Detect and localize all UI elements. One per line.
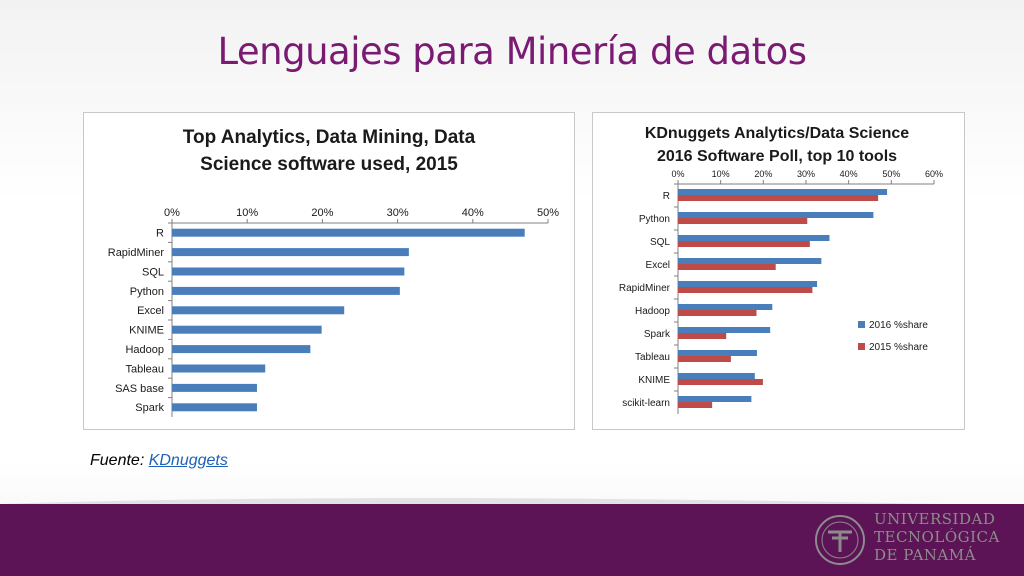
bar	[172, 286, 400, 295]
category-label: Tableau	[125, 363, 164, 375]
category-label: SQL	[650, 237, 670, 248]
bar-series-2	[678, 402, 713, 408]
bar	[172, 345, 311, 354]
x-tick-label: 30%	[797, 169, 815, 179]
source-note: Fuente: KDnuggets	[90, 452, 228, 470]
legend-swatch	[858, 321, 865, 328]
bar-series-1	[678, 396, 752, 402]
x-tick-label: 40%	[840, 169, 858, 179]
bar-series-1	[678, 235, 830, 241]
category-label: scikit-learn	[622, 398, 670, 409]
category-label: R	[156, 228, 164, 240]
chart-panel-2016: KDnuggets Analytics/Data Science 2016 Sof…	[592, 112, 965, 430]
chart-2015: Top Analytics, Data Mining, Data Science …	[108, 127, 559, 417]
x-tick-label: 30%	[387, 207, 409, 219]
bar-series-2	[678, 195, 879, 201]
category-label: Hadoop	[635, 306, 670, 317]
bar-series-1	[678, 350, 757, 356]
category-label: KNIME	[638, 375, 670, 386]
bar-series-2	[678, 356, 731, 362]
university-seal-icon	[815, 515, 865, 565]
category-label: KNIME	[129, 325, 164, 337]
category-label: RapidMiner	[619, 283, 671, 294]
bar	[172, 325, 322, 334]
x-tick-label: 60%	[925, 169, 943, 179]
category-label: SAS base	[115, 383, 164, 395]
x-tick-label: 0%	[164, 207, 180, 219]
chart-title-line: Top Analytics, Data Mining, Data	[183, 127, 476, 148]
category-label: SQL	[142, 266, 164, 278]
x-tick-label: 50%	[882, 169, 900, 179]
category-label: Python	[639, 214, 670, 225]
category-label: R	[663, 191, 670, 202]
legend-label: 2016 %share	[869, 320, 928, 331]
category-label: Python	[130, 286, 164, 298]
footer-bar	[0, 504, 1024, 576]
category-label: Spark	[135, 402, 164, 414]
chart-title-line: 2016 Software Poll, top 10 tools	[657, 148, 897, 165]
bar-series-1	[678, 258, 822, 264]
bar	[172, 267, 405, 276]
x-tick-label: 20%	[754, 169, 772, 179]
bar-series-2	[678, 241, 810, 247]
category-label: RapidMiner	[108, 247, 165, 259]
legend-label: 2015 %share	[869, 342, 928, 353]
category-label: Excel	[646, 260, 670, 271]
bar-series-1	[678, 189, 888, 195]
bar-series-1	[678, 304, 773, 310]
bar-series-2	[678, 379, 763, 385]
bar	[172, 228, 525, 237]
source-link[interactable]: KDnuggets	[148, 452, 228, 469]
bar	[172, 306, 345, 315]
category-label: Hadoop	[125, 344, 164, 356]
chart-2016: KDnuggets Analytics/Data Science 2016 Sof…	[619, 125, 943, 414]
bar-series-2	[678, 264, 776, 270]
category-label: Tableau	[635, 352, 670, 363]
bar-series-2	[678, 218, 808, 224]
bar	[172, 248, 409, 257]
bar	[172, 364, 266, 373]
bar-series-1	[678, 212, 874, 218]
bar	[172, 383, 257, 392]
x-tick-label: 10%	[712, 169, 730, 179]
logo-line-1: UNIVERSIDAD	[874, 510, 995, 528]
university-logo: UNIVERSIDAD TECNOLÓGICA DE PANAMÁ	[815, 510, 1000, 565]
bar-series-2	[678, 310, 757, 316]
logo-line-2: TECNOLÓGICA	[874, 528, 1000, 546]
bar-series-1	[678, 373, 755, 379]
x-tick-label: 20%	[311, 207, 333, 219]
x-tick-label: 10%	[236, 207, 258, 219]
category-label: Excel	[137, 305, 164, 317]
chart-title-line: KDnuggets Analytics/Data Science	[645, 125, 909, 142]
x-tick-label: 0%	[671, 169, 684, 179]
x-tick-label: 50%	[537, 207, 559, 219]
logo-line-3: DE PANAMÁ	[874, 546, 976, 564]
category-label: Spark	[644, 329, 671, 340]
bar	[172, 403, 257, 412]
source-prefix: Fuente:	[90, 452, 149, 469]
bar-series-1	[678, 327, 771, 333]
chart-panel-2015: Top Analytics, Data Mining, Data Science …	[83, 112, 575, 430]
slide-title: Lenguajes para Minería de datos	[217, 30, 807, 73]
bar-series-2	[678, 287, 813, 293]
bar-series-2	[678, 333, 727, 339]
chart-title-line: Science software used, 2015	[200, 154, 458, 175]
bar-series-1	[678, 281, 818, 287]
legend-swatch	[858, 343, 865, 350]
x-tick-label: 40%	[462, 207, 484, 219]
